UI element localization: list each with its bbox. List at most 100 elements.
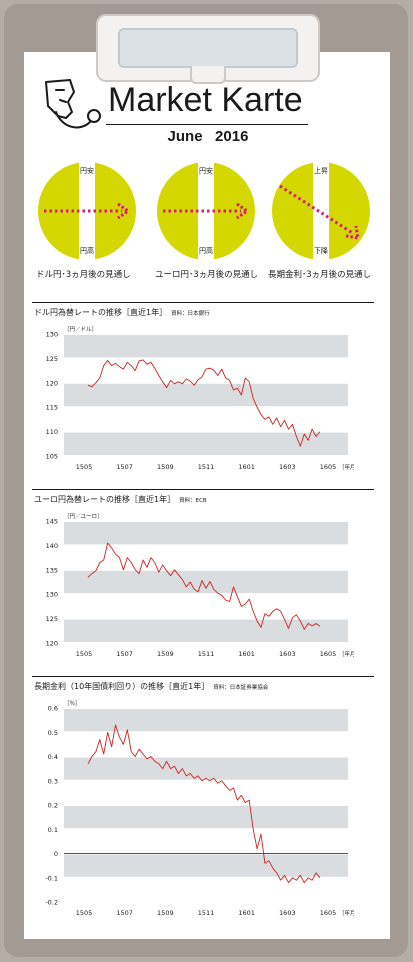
x-tick-label: 1505 — [76, 909, 93, 917]
y-tick-label: 0.1 — [48, 826, 58, 834]
chart-source: 資料：ECB — [179, 498, 207, 504]
y-tick-label: 120 — [46, 640, 58, 648]
eur-jpy-line-chart: 145 140 135 130 125 120 ［円／ユーロ］ 1505 1507 1509 151… — [46, 513, 354, 658]
outlook-arrowhead — [117, 202, 131, 220]
chart-band — [64, 757, 348, 780]
eur-jpy-outlook-caption: ユーロ円･3ヵ月後の見通し — [155, 270, 259, 280]
chart-title-text: ドル円為替レートの推移［直近1年］ — [34, 308, 168, 317]
series-line — [87, 359, 321, 447]
outlook-top-label: 円安 — [199, 166, 213, 175]
x-tick-label: 1509 — [157, 650, 174, 658]
y-tick-label: 0.2 — [48, 802, 58, 810]
chart-source: 資料：日本銀行 — [171, 311, 210, 317]
y-tick-label: 145 — [46, 518, 58, 526]
chart-band — [64, 522, 348, 545]
long-rate-outlook-caption: 長期金利･3ヵ月後の見通し — [268, 270, 372, 280]
x-unit-label: ［年月］ — [339, 909, 354, 917]
y-tick-label: 125 — [46, 615, 58, 623]
outlook-axis-band — [79, 162, 95, 260]
x-tick-label: 1511 — [198, 463, 215, 471]
x-unit-label: ［年月］ — [339, 650, 354, 658]
section-divider — [32, 676, 374, 677]
outlook-bottom-label: 円高 — [199, 246, 213, 255]
y-tick-label: 0.4 — [48, 753, 58, 761]
usd-jpy-chart-title: ドル円為替レートの推移［直近1年］ 資料：日本銀行 — [34, 307, 210, 318]
y-tick-label: 140 — [46, 542, 58, 550]
page-title: Market Karte — [108, 81, 303, 119]
title-underline — [106, 124, 308, 125]
y-unit-label: ［％］ — [64, 700, 81, 707]
section-divider — [32, 302, 374, 303]
y-tick-label: 130 — [46, 331, 58, 339]
x-tick-label: 1605 — [320, 463, 337, 471]
long-rate-line-chart: 0.6 0.5 0.4 0.3 0.2 0.1 0 -0.1 -0.2 ［％］ 1505 1507 15… — [45, 700, 354, 917]
usd-jpy-outlook-dial: 円安 円高 — [38, 162, 136, 260]
y-tick-label: -0.1 — [45, 874, 58, 882]
outlook-bottom-label: 下降 — [314, 246, 328, 255]
y-tick-label: 130 — [46, 591, 58, 599]
outlook-arrowhead — [345, 225, 360, 240]
outlook-top-label: 円安 — [80, 166, 94, 175]
y-unit-label: ［円／ユーロ］ — [64, 513, 103, 520]
outlook-top-label: 上昇 — [314, 166, 328, 175]
y-tick-label: 115 — [46, 404, 58, 412]
x-unit-label: ［年月］ — [339, 463, 354, 471]
issue-date: June 2016 — [167, 128, 249, 145]
y-tick-label: 110 — [46, 428, 58, 436]
x-tick-label: 1507 — [116, 909, 133, 917]
x-tick-label: 1509 — [157, 909, 174, 917]
y-tick-label: 105 — [46, 453, 58, 461]
x-tick-label: 1601 — [238, 463, 255, 471]
y-tick-label: 125 — [46, 355, 58, 363]
usd-jpy-line-chart: 130 125 120 115 110 105 ［円／ドル］ 1505 1507 1509 1511… — [46, 326, 354, 471]
x-tick-label: 1605 — [320, 650, 337, 658]
y-tick-label: -0.2 — [45, 899, 58, 907]
x-tick-label: 1511 — [198, 650, 215, 658]
series-line — [87, 542, 321, 630]
y-unit-label: ［円／ドル］ — [64, 326, 97, 333]
chart-source: 資料：日本証券業協会 — [213, 685, 269, 691]
chart-band — [64, 383, 348, 407]
clipboard-clip-window — [118, 28, 298, 68]
section-divider — [32, 489, 374, 490]
chart-band — [64, 709, 348, 732]
outlook-arrow — [279, 184, 355, 236]
x-tick-label: 1601 — [238, 909, 255, 917]
y-tick-label: 0 — [54, 850, 58, 858]
y-tick-label: 135 — [46, 566, 58, 574]
x-tick-label: 1605 — [320, 909, 337, 917]
chart-title-text: 長期金利（10年国債利回り）の推移［直近1年］ — [34, 682, 210, 691]
long-rate-outlook-dial: 上昇 下降 — [272, 162, 370, 260]
clipboard-clip-tab — [190, 66, 226, 84]
y-tick-label: 0.6 — [48, 705, 58, 713]
x-tick-label: 1507 — [116, 650, 133, 658]
chart-band — [64, 806, 348, 829]
chart-band — [64, 335, 348, 358]
outlook-axis-band — [313, 162, 329, 260]
x-tick-label: 1509 — [157, 463, 174, 471]
outlook-axis-band — [198, 162, 214, 260]
series-line — [87, 724, 321, 884]
chart-band — [64, 432, 348, 455]
outlook-bottom-label: 円高 — [80, 246, 94, 255]
eur-jpy-outlook-dial: 円安 円高 — [157, 162, 255, 260]
y-tick-label: 120 — [46, 379, 58, 387]
chart-band — [64, 570, 348, 594]
stethoscope-face-logo-icon — [45, 79, 101, 129]
chart-band — [64, 854, 348, 877]
outlook-arrowhead — [236, 202, 250, 220]
chart-title-text: ユーロ円為替レートの推移［直近1年］ — [34, 495, 176, 504]
x-tick-label: 1601 — [238, 650, 255, 658]
x-tick-label: 1603 — [279, 650, 296, 658]
x-tick-label: 1603 — [279, 463, 296, 471]
x-tick-label: 1511 — [198, 909, 215, 917]
y-tick-label: 0.3 — [48, 777, 58, 785]
eur-jpy-chart-title: ユーロ円為替レートの推移［直近1年］ 資料：ECB — [34, 494, 207, 505]
long-rate-chart-title: 長期金利（10年国債利回り）の推移［直近1年］ 資料：日本証券業協会 — [34, 681, 268, 692]
x-tick-label: 1505 — [76, 650, 93, 658]
y-tick-label: 0.5 — [48, 729, 58, 737]
x-tick-label: 1603 — [279, 909, 296, 917]
chart-band — [64, 619, 348, 642]
x-tick-label: 1507 — [116, 463, 133, 471]
usd-jpy-outlook-caption: ドル円･3ヵ月後の見通し — [36, 270, 131, 280]
